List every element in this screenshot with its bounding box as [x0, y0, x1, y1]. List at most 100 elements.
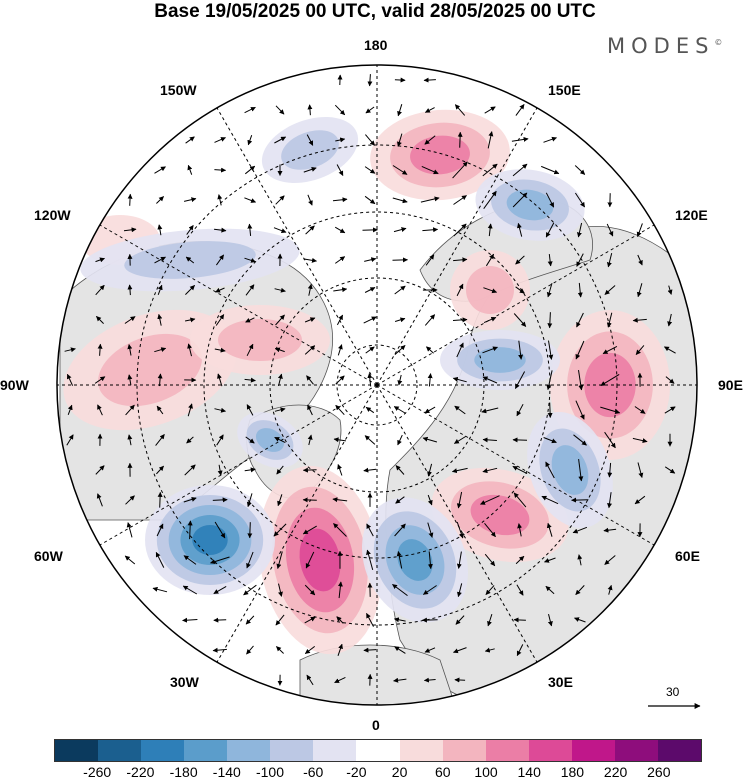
wind-vector-arrow: [602, 345, 618, 355]
wind-vector-arrow: [394, 646, 406, 654]
anomaly-contour: [281, 130, 339, 170]
wind-vector-arrow: [244, 377, 256, 383]
wind-vector-arrow: [637, 254, 643, 266]
wind-vector-arrow: [516, 644, 524, 657]
wind-vector-arrow: [154, 256, 166, 264]
wind-vector-arrow: [512, 465, 528, 475]
wind-vector-arrow: [543, 437, 557, 444]
wind-vector-arrow: [393, 406, 407, 414]
wind-vector-arrow: [333, 523, 347, 537]
latitude-circle: [336, 344, 418, 426]
wind-vector-arrow: [393, 677, 407, 683]
wind-vector-arrow: [333, 437, 346, 443]
wind-vector-arrow: [217, 373, 223, 387]
lon-label-30e: 30E: [548, 674, 573, 690]
wind-vector-arrow: [210, 556, 230, 565]
wind-vector-arrow: [126, 522, 133, 538]
wind-vector-arrow: [125, 404, 135, 416]
wind-vector-arrow: [452, 376, 467, 383]
modes-logo-text: MODES: [607, 34, 715, 58]
wind-vector-arrow: [396, 133, 403, 147]
map-title: Base 19/05/2025 00 UTC, valid 28/05/2025…: [154, 1, 596, 22]
wind-vector-arrow: [513, 617, 526, 623]
wind-vector-arrow: [487, 131, 494, 149]
wind-vector-arrow: [182, 617, 198, 623]
wind-vector-arrow: [515, 555, 525, 565]
colorbar-tick-label: -100: [255, 764, 285, 780]
wind-vector-arrow: [607, 462, 613, 478]
wind-vector-arrow: [427, 373, 433, 387]
wind-vector-arrow: [157, 313, 163, 326]
wind-vector-arrow: [214, 347, 226, 353]
anomaly-contour: [255, 428, 285, 452]
wind-vector-arrow: [453, 436, 466, 444]
wind-vector-arrow: [213, 585, 227, 595]
wind-vector-arrow: [337, 643, 343, 656]
wind-vector-arrow: [453, 647, 467, 654]
wind-vector-arrow: [575, 585, 585, 595]
wind-vector-arrow: [366, 612, 374, 627]
meridian-line: [99, 224, 378, 386]
meridian-line: [376, 384, 538, 663]
wind-vector-arrow: [186, 436, 194, 444]
wind-vector-arrow: [335, 375, 345, 385]
wind-vector-arrow: [541, 165, 560, 175]
anomaly-contour: [410, 135, 470, 175]
wind-vector-arrow: [454, 677, 466, 683]
wind-vector-arrow: [578, 459, 584, 482]
colorbar-ticks: -260 -220 -180 -140 -100 -60 -20 20 60 100 140 180 2…: [0, 764, 750, 782]
wind-vector-arrow: [274, 347, 285, 353]
wind-vector-arrow: [427, 551, 433, 570]
wind-vector-arrow: [307, 283, 313, 296]
wind-vector-arrow: [246, 493, 253, 508]
wind-vector-arrow: [455, 615, 465, 625]
anomaly-contour: [397, 539, 433, 581]
wind-vector-arrow: [364, 435, 376, 445]
wind-vector-arrow: [544, 557, 556, 563]
colorbar-swatch: [399, 740, 443, 761]
wind-vector-arrow: [394, 77, 406, 83]
wind-vector-arrow: [154, 347, 167, 353]
wind-vector-arrow: [421, 165, 439, 175]
wind-vector-arrow: [603, 527, 617, 533]
wind-vector-arrow: [425, 254, 435, 266]
wind-vector-arrow: [484, 522, 496, 538]
colorbar-tick-label: -220: [126, 764, 155, 780]
wind-vector-arrow: [337, 464, 343, 476]
wind-vector-arrow: [543, 136, 557, 143]
wind-vector-arrow: [482, 163, 498, 177]
colorbar-tick-label: 180: [560, 764, 585, 780]
wind-vector-arrow: [573, 434, 587, 446]
wind-vector-arrow: [427, 522, 434, 538]
wind-vector-arrow: [574, 192, 586, 208]
wind-vector-arrow: [244, 106, 256, 114]
colorbar-swatch: [141, 740, 185, 761]
wind-vector-arrow: [274, 287, 286, 293]
wind-vector-arrow: [392, 197, 408, 204]
wind-vector-arrow: [577, 554, 583, 566]
wind-vector-arrow: [363, 647, 377, 653]
wind-vector-arrow: [275, 105, 285, 115]
wind-vector-arrow: [246, 404, 254, 416]
wind-vector-arrow: [396, 551, 403, 569]
wind-vector-arrow: [243, 584, 257, 596]
wind-vector-arrow: [127, 344, 133, 356]
wind-vector-arrow: [513, 313, 527, 327]
wind-vector-arrow: [547, 254, 553, 267]
wind-vector-arrow: [667, 313, 673, 327]
wind-vector-arrow: [276, 465, 284, 475]
wind-vector-arrow: [213, 617, 227, 623]
wind-vector-arrow: [546, 282, 553, 298]
wind-vector-arrow: [215, 254, 225, 266]
wind-vector-arrow: [277, 494, 283, 507]
wind-vector-arrow: [394, 523, 406, 537]
reference-vector-label: 30: [666, 685, 680, 699]
colorbar-swatch: [270, 740, 314, 761]
wind-vector-arrow: [306, 674, 314, 686]
meridian-line: [376, 224, 655, 386]
wind-vector-arrow: [515, 286, 525, 294]
wind-vector-arrow: [127, 193, 133, 206]
wind-vector-arrow: [518, 340, 524, 360]
wind-vector-arrow: [483, 287, 498, 294]
wind-vector-arrow: [392, 165, 408, 175]
